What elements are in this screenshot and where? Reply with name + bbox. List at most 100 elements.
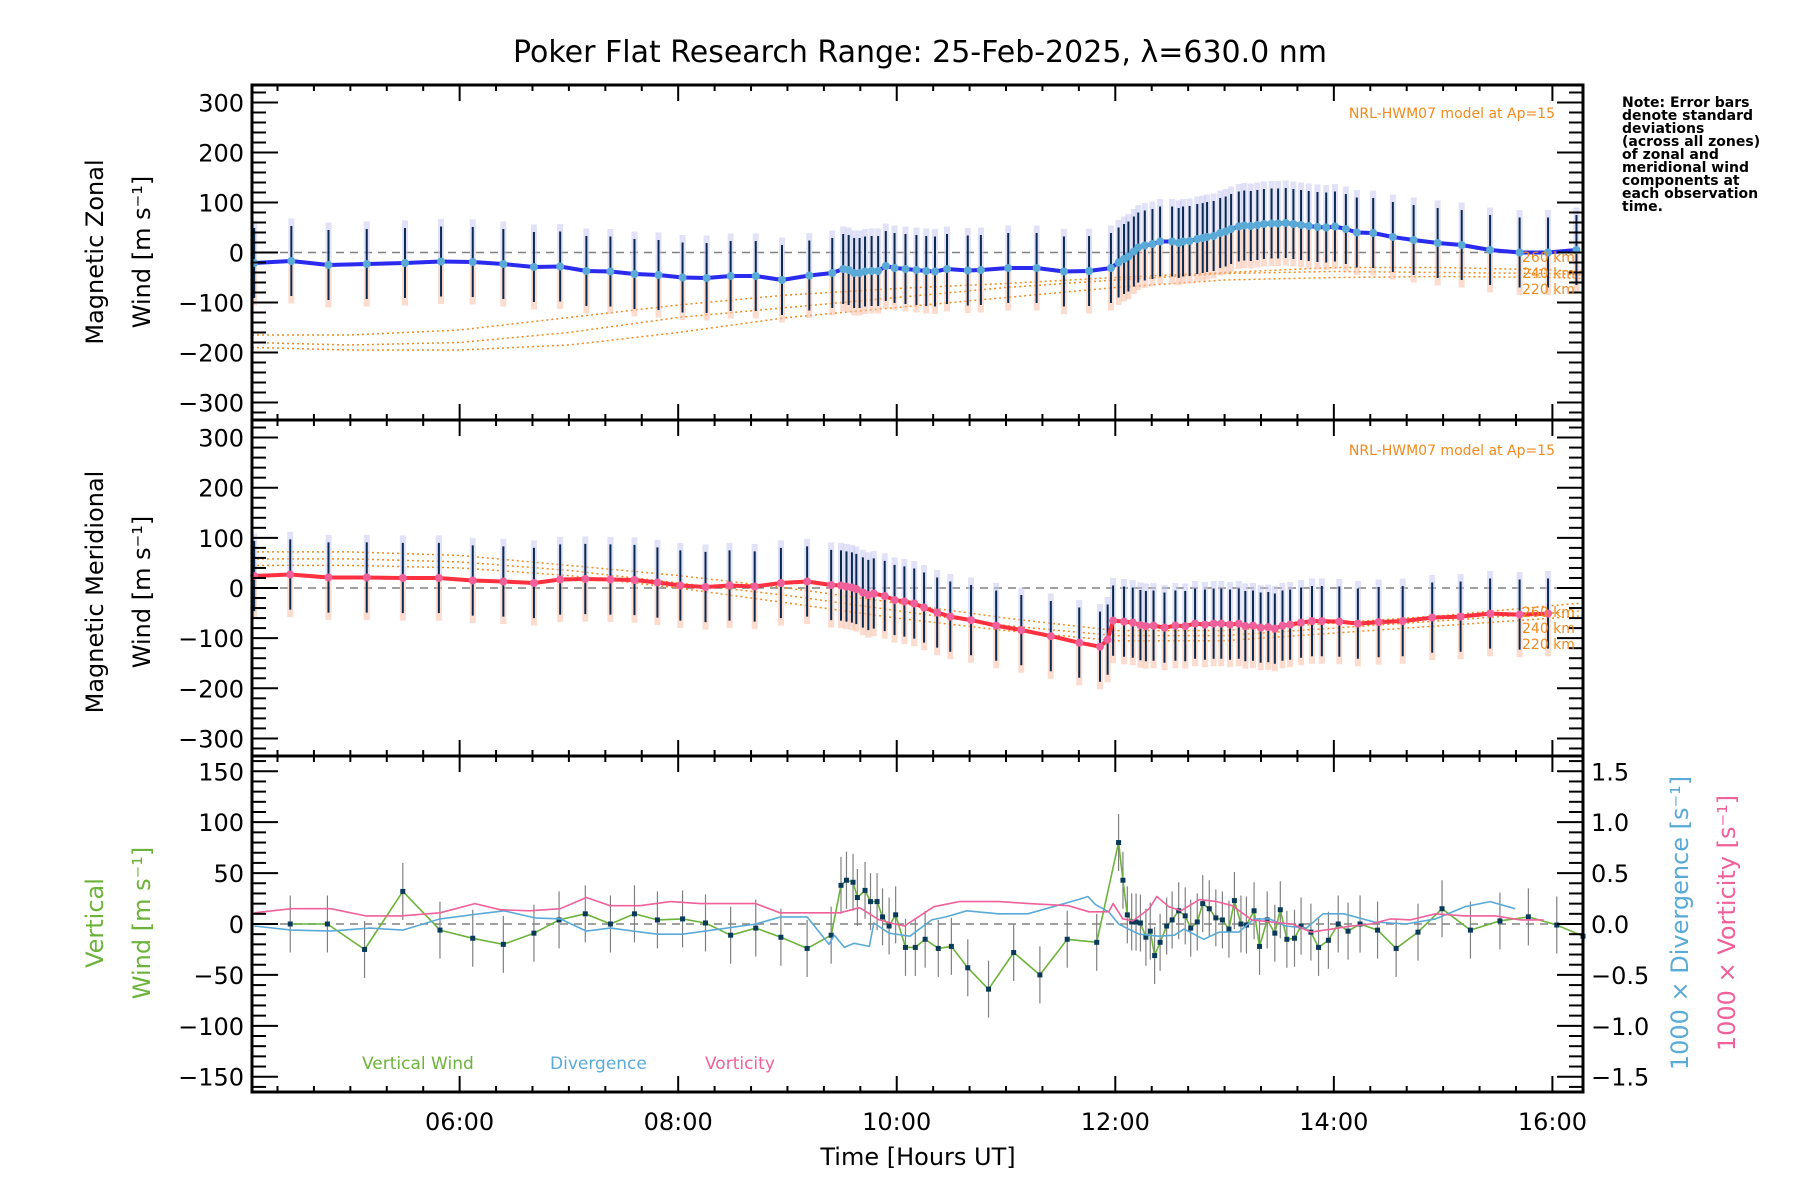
data-point <box>902 944 908 950</box>
model-label-260-meridional: 260 km <box>1522 605 1575 621</box>
x-axis-label: Time [Hours UT] <box>819 1143 1015 1171</box>
data-point <box>1094 939 1100 945</box>
data-point <box>1322 223 1331 232</box>
x-tick-label: 08:00 <box>644 1108 713 1136</box>
data-point <box>854 895 860 901</box>
data-point <box>1497 918 1503 924</box>
data-point <box>1226 620 1235 629</box>
data-point <box>1375 927 1381 933</box>
data-point <box>287 257 296 265</box>
data-point <box>606 575 615 584</box>
y-right-tick-label: −0.5 <box>1591 962 1649 990</box>
data-point <box>678 273 687 282</box>
data-point <box>1284 936 1290 942</box>
data-point <box>910 599 919 608</box>
data-point <box>1226 926 1232 932</box>
data-point <box>362 573 371 582</box>
data-point <box>703 920 709 926</box>
data-point <box>1017 626 1026 635</box>
data-point <box>992 621 1001 630</box>
data-point <box>1457 241 1466 249</box>
y-tick-label: 150 <box>198 758 244 786</box>
data-point <box>1203 233 1212 241</box>
data-point <box>1120 617 1129 626</box>
data-point <box>437 927 443 933</box>
data-point <box>827 580 836 589</box>
data-point <box>805 271 814 280</box>
data-point <box>1148 240 1157 248</box>
data-point <box>400 259 409 267</box>
data-point <box>1209 232 1218 240</box>
data-point <box>1182 913 1188 919</box>
data-point <box>1179 237 1188 246</box>
data-point <box>1156 237 1165 246</box>
data-point <box>874 899 880 905</box>
data-point <box>1264 917 1270 923</box>
data-point <box>1325 937 1331 943</box>
note-line: denote standard <box>1622 108 1753 124</box>
data-point <box>1209 619 1218 628</box>
y-tick-label: −200 <box>178 675 244 703</box>
data-point <box>803 577 812 586</box>
y-right-tick-label: −1.0 <box>1591 1013 1649 1041</box>
y-tick-label: −300 <box>178 725 244 753</box>
data-point <box>778 934 784 940</box>
data-point <box>1341 225 1350 233</box>
data-point <box>1103 635 1112 644</box>
data-point <box>654 917 660 923</box>
data-point <box>1147 928 1153 934</box>
data-point <box>1059 267 1068 276</box>
data-point <box>725 581 734 590</box>
y-tick-label: −100 <box>178 625 244 653</box>
data-point <box>861 267 870 276</box>
data-point <box>867 267 876 275</box>
data-point <box>804 945 810 951</box>
data-point <box>1467 927 1473 933</box>
y-tick-label: 200 <box>198 140 244 168</box>
data-point <box>1307 617 1316 626</box>
data-point <box>398 573 407 582</box>
y-tick-label: 0 <box>229 911 244 939</box>
y-axis-label-vertical-2: Wind [m s⁻¹] <box>128 847 156 999</box>
data-point <box>581 574 590 583</box>
data-point <box>1141 622 1150 631</box>
data-point <box>702 274 711 282</box>
data-point <box>1134 243 1143 252</box>
model-annotation-meridional: NRL-HWM07 model at Ap=15 <box>1349 443 1555 459</box>
legend-divergence: Divergence <box>550 1054 647 1074</box>
data-point <box>654 271 663 279</box>
data-point <box>1152 953 1158 959</box>
data-point <box>1248 621 1257 630</box>
data-point <box>1298 923 1304 929</box>
data-point <box>1277 907 1283 913</box>
data-point <box>630 575 639 584</box>
data-point <box>680 916 686 922</box>
model-label-220-meridional: 220 km <box>1522 637 1575 653</box>
legend-vertical-wind: Vertical Wind <box>362 1054 474 1074</box>
y-axis-label-meridional-2: Wind [m s⁻¹] <box>128 516 156 668</box>
model-curve-240km <box>252 558 1584 637</box>
data-point <box>890 264 899 272</box>
data-point <box>434 573 443 582</box>
data-point <box>1191 619 1200 628</box>
data-point <box>963 266 972 275</box>
data-point <box>1357 921 1363 927</box>
panel-zonal: 300 200 100 0 −100 −200 −300 <box>178 83 1585 422</box>
data-point <box>1289 220 1298 228</box>
data-point <box>886 923 892 929</box>
data-point <box>606 267 615 276</box>
data-point <box>1251 908 1257 914</box>
data-point <box>1124 252 1133 261</box>
y-tick-label: −50 <box>193 962 244 990</box>
model-label-240-meridional: 240 km <box>1522 621 1575 637</box>
data-point <box>1213 915 1219 921</box>
data-point <box>1246 222 1255 230</box>
data-point <box>630 270 639 278</box>
data-point <box>1181 622 1190 631</box>
y-right-tick-label: −1.5 <box>1591 1064 1649 1092</box>
data-point <box>1409 236 1418 244</box>
data-point <box>324 573 333 582</box>
data-point <box>1095 642 1104 651</box>
data-point <box>880 592 889 601</box>
panel-vertical: 150 100 50 0 −50 −100 −150 1.5 1.0 0.5 0.0 −0.5 −1.0… <box>178 754 1649 1094</box>
